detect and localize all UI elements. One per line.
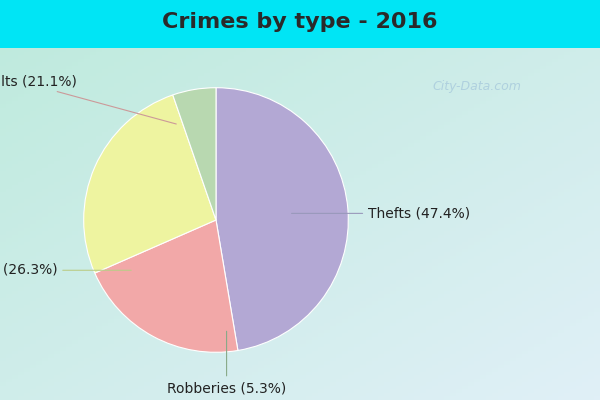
Text: Robberies (5.3%): Robberies (5.3%) (167, 331, 286, 396)
Wedge shape (83, 95, 216, 273)
Text: City-Data.com: City-Data.com (432, 80, 521, 93)
Text: Crimes by type - 2016: Crimes by type - 2016 (162, 12, 438, 32)
Text: Thefts (47.4%): Thefts (47.4%) (292, 206, 470, 220)
Wedge shape (95, 220, 238, 352)
Wedge shape (173, 88, 216, 220)
Wedge shape (216, 88, 349, 350)
Text: Assaults (21.1%): Assaults (21.1%) (0, 74, 176, 124)
Text: Burglaries (26.3%): Burglaries (26.3%) (0, 263, 131, 277)
